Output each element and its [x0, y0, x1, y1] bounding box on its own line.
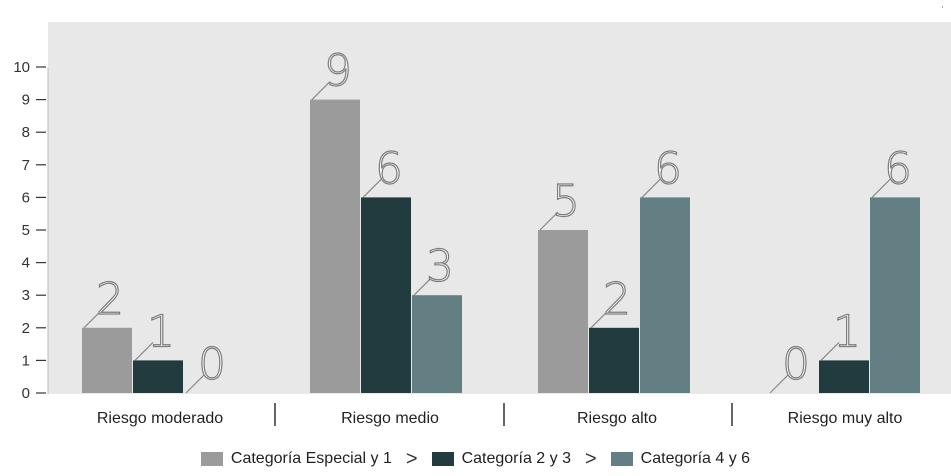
data-label: 5	[552, 176, 580, 227]
legend: Categoría Especial y 1 > Categoría 2 y 3…	[0, 445, 951, 473]
bar	[133, 360, 183, 393]
data-label: 9	[324, 46, 352, 97]
y-tick-label: 10	[13, 59, 30, 76]
bar	[589, 327, 639, 393]
bar	[640, 197, 690, 393]
legend-swatch	[610, 452, 633, 466]
data-label-leader	[769, 374, 789, 394]
data-label-leader	[362, 178, 382, 198]
corner-mark: ˙	[941, 4, 945, 18]
legend-separator: >	[405, 447, 418, 470]
legend-swatch	[200, 452, 223, 466]
y-tick-label: 9	[22, 92, 30, 109]
y-tick-label: 7	[22, 157, 30, 174]
y-tick-label: 8	[22, 124, 30, 141]
bar	[870, 197, 920, 393]
data-label: 6	[884, 143, 912, 194]
bar	[538, 230, 588, 393]
x-category-label: Riesgo muy alto	[788, 410, 903, 427]
data-label-leader	[539, 211, 559, 231]
y-tick-label: 4	[22, 255, 30, 272]
legend-label: Categoría 2 y 3	[461, 450, 571, 467]
legend-label: Categoría 4 y 6	[640, 450, 751, 467]
x-category-label: Riesgo moderado	[97, 410, 223, 427]
data-label: 6	[375, 143, 403, 194]
data-label: 6	[654, 143, 682, 194]
data-label: 1	[833, 306, 861, 357]
data-label-leader	[641, 178, 661, 198]
y-tick-label: 6	[22, 189, 30, 206]
y-tick-label: 0	[22, 385, 30, 402]
bar	[819, 360, 869, 393]
data-label: 2	[603, 274, 631, 325]
data-label-leader	[134, 341, 154, 361]
x-category-label: Riesgo medio	[341, 410, 439, 427]
x-category-label: Riesgo alto	[577, 410, 657, 427]
legend-swatch	[431, 452, 454, 466]
data-label-leader	[185, 374, 205, 394]
legend-item-4y6: Categoría 4 y 6	[610, 450, 751, 468]
legend-label: Categoría Especial y 1	[230, 450, 392, 467]
bar	[82, 327, 132, 393]
data-label: 1	[147, 306, 175, 357]
data-label-leader	[820, 341, 840, 361]
data-label-leader	[590, 309, 610, 329]
data-label: 0	[198, 339, 226, 390]
bar	[412, 295, 462, 393]
x-axis: Riesgo moderado Riesgo medio Riesgo alto Ri…	[97, 403, 903, 427]
y-tick-label: 1	[22, 352, 30, 369]
data-label: 2	[96, 274, 124, 325]
data-label-leader	[871, 178, 891, 198]
y-tick-label: 5	[22, 222, 30, 239]
bar	[310, 99, 360, 393]
plot-background	[48, 22, 951, 394]
data-label: 0	[782, 339, 810, 390]
legend-separator: >	[584, 447, 597, 470]
legend-item-especial: Categoría Especial y 1	[200, 450, 392, 468]
data-label-leader	[311, 81, 331, 101]
y-axis: 0 1 2 3 4 5 6 7 8 9 10	[13, 59, 46, 402]
data-label-leader	[83, 309, 103, 329]
legend-item-2y3: Categoría 2 y 3	[431, 450, 571, 468]
bars-group	[82, 99, 920, 393]
data-label-leader	[413, 276, 433, 296]
y-tick-label: 3	[22, 287, 30, 304]
y-tick-label: 2	[22, 320, 30, 337]
bar	[361, 197, 411, 393]
data-label: 3	[426, 241, 454, 292]
